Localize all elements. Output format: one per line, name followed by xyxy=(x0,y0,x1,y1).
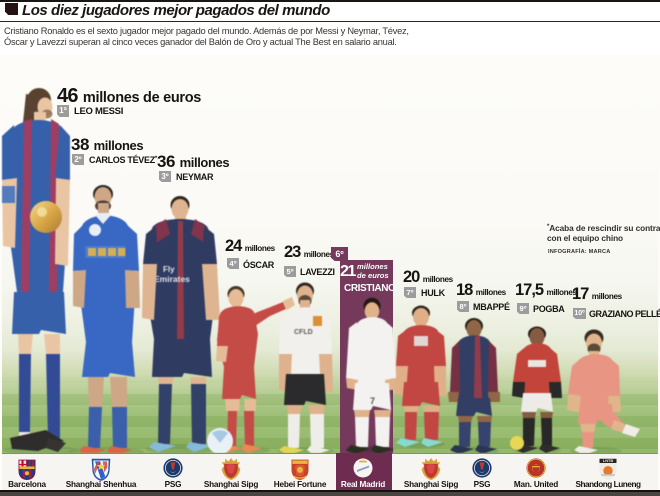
svg-text:CFLD: CFLD xyxy=(294,329,313,336)
svg-text:Fly: Fly xyxy=(163,265,175,274)
svg-text:LNTB: LNTB xyxy=(603,459,613,463)
svg-text:Emirates: Emirates xyxy=(154,274,190,284)
svg-text:7: 7 xyxy=(370,396,375,406)
